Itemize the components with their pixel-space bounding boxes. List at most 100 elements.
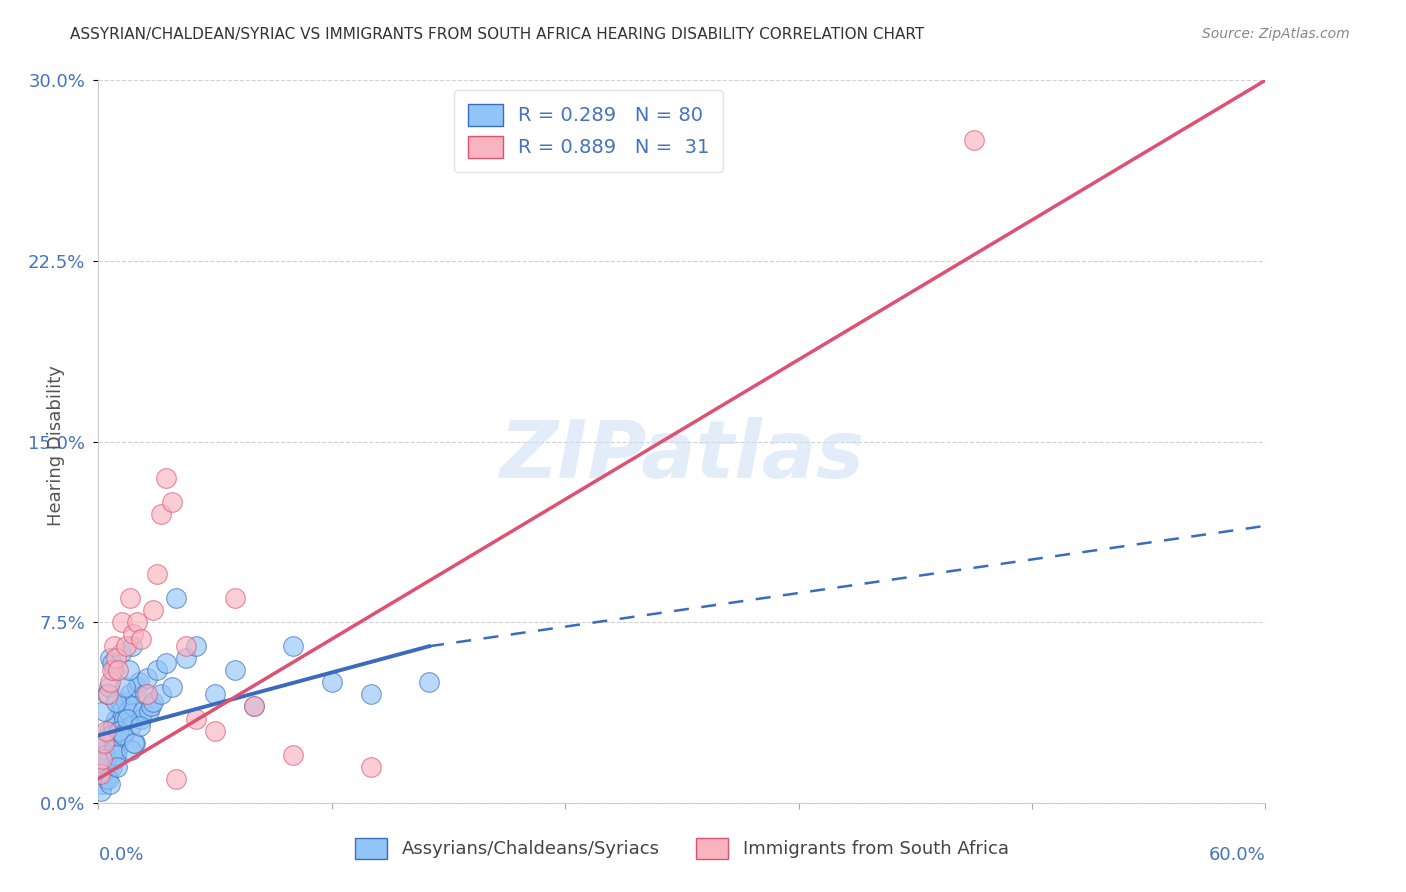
Point <box>204 723 226 738</box>
Point <box>117 664 139 678</box>
Point <box>89 760 111 774</box>
Point <box>114 695 136 709</box>
Point <box>174 651 197 665</box>
Point <box>101 719 124 733</box>
Point <box>184 639 207 653</box>
Point <box>107 723 129 738</box>
Point <box>97 760 120 774</box>
Point <box>93 747 115 762</box>
Point <box>281 747 304 762</box>
Point <box>115 712 138 726</box>
Point <box>120 743 142 757</box>
Point <box>104 712 127 726</box>
Point <box>97 680 120 694</box>
Point <box>110 704 132 718</box>
Point <box>129 719 152 733</box>
Point <box>243 699 266 714</box>
Point <box>91 767 114 781</box>
Point <box>124 735 146 749</box>
Point <box>118 687 141 701</box>
Point <box>962 133 984 147</box>
Point <box>98 776 121 790</box>
Point <box>111 615 134 630</box>
Point <box>224 591 246 606</box>
Point <box>93 704 115 718</box>
Point <box>127 680 149 694</box>
Point <box>91 776 114 790</box>
Point <box>165 591 187 606</box>
Point <box>93 752 115 766</box>
Point <box>97 772 120 786</box>
Point <box>100 651 122 665</box>
Legend: Assyrians/Chaldeans/Syriacs, Immigrants from South Africa: Assyrians/Chaldeans/Syriacs, Immigrants … <box>347 830 1017 866</box>
Point <box>111 728 134 742</box>
Point <box>155 471 177 485</box>
Point <box>127 615 149 630</box>
Point <box>174 639 197 653</box>
Text: Source: ZipAtlas.com: Source: ZipAtlas.com <box>1202 27 1350 41</box>
Point <box>104 747 127 762</box>
Point <box>139 699 162 714</box>
Point <box>129 632 152 646</box>
Point <box>129 712 152 726</box>
Point <box>89 767 111 781</box>
Point <box>110 647 132 661</box>
Point <box>96 687 118 701</box>
Point <box>149 507 172 521</box>
Point <box>98 723 121 738</box>
Point <box>101 760 124 774</box>
Point <box>224 664 246 678</box>
Point <box>108 723 131 738</box>
Text: ASSYRIAN/CHALDEAN/SYRIAC VS IMMIGRANTS FROM SOUTH AFRICA HEARING DISABILITY CORR: ASSYRIAN/CHALDEAN/SYRIAC VS IMMIGRANTS F… <box>70 27 925 42</box>
Point <box>360 687 382 701</box>
Point <box>243 699 266 714</box>
Point <box>360 760 382 774</box>
Point <box>100 728 122 742</box>
Point <box>91 752 114 766</box>
Point <box>124 735 146 749</box>
Point <box>90 767 112 781</box>
Point <box>118 591 141 606</box>
Point <box>101 664 124 678</box>
Point <box>132 704 155 718</box>
Point <box>112 712 135 726</box>
Point <box>108 699 131 714</box>
Point <box>114 639 136 653</box>
Point <box>107 664 129 678</box>
Point <box>146 567 169 582</box>
Point <box>114 680 136 694</box>
Point <box>142 695 165 709</box>
Point <box>321 675 343 690</box>
Point <box>105 743 128 757</box>
Point <box>162 680 184 694</box>
Text: Hearing Disability: Hearing Disability <box>48 366 65 526</box>
Point <box>105 695 128 709</box>
Point <box>104 752 127 766</box>
Point <box>111 728 134 742</box>
Point <box>93 735 115 749</box>
Point <box>204 687 226 701</box>
Point <box>94 752 117 766</box>
Point <box>103 664 125 678</box>
Point <box>117 704 139 718</box>
Text: 60.0%: 60.0% <box>1209 847 1265 864</box>
Point <box>165 772 187 786</box>
Point <box>98 728 121 742</box>
Text: 0.0%: 0.0% <box>98 847 143 864</box>
Point <box>98 675 121 690</box>
Text: ZIPatlas: ZIPatlas <box>499 417 865 495</box>
Point <box>146 664 169 678</box>
Point <box>121 719 143 733</box>
Point <box>155 656 177 670</box>
Point <box>134 687 156 701</box>
Point <box>149 687 172 701</box>
Point <box>103 743 125 757</box>
Point <box>103 639 125 653</box>
Point <box>96 772 118 786</box>
Point <box>91 735 114 749</box>
Point <box>136 687 159 701</box>
Point <box>142 603 165 617</box>
Point <box>162 494 184 508</box>
Point <box>90 747 112 762</box>
Point <box>121 639 143 653</box>
